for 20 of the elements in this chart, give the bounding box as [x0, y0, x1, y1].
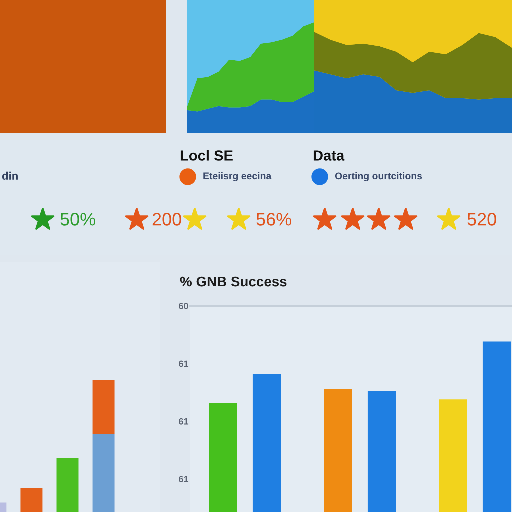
- chart-title: % GNB Success: [180, 276, 287, 287]
- annotation: 61: [179, 418, 189, 425]
- text: Locl SE: [180, 150, 233, 161]
- bar: [252, 374, 282, 512]
- bar: [482, 342, 512, 512]
- legend-label: Oerting ourtcitions: [335, 172, 422, 182]
- bar: [439, 400, 468, 512]
- text: 56%: [256, 213, 292, 226]
- text: 200: [152, 213, 182, 226]
- text: din: [2, 172, 18, 180]
- text: 520: [468, 213, 496, 226]
- legend-label: Eteiisrg eecina: [204, 172, 272, 182]
- bar: [368, 391, 396, 512]
- annotation: 61: [179, 476, 189, 482]
- text: Data: [314, 150, 345, 161]
- bar: [324, 389, 352, 512]
- text: 60: [179, 303, 188, 310]
- text: 50%: [60, 213, 96, 226]
- annotation: 61: [179, 360, 189, 368]
- bar: [209, 403, 238, 512]
